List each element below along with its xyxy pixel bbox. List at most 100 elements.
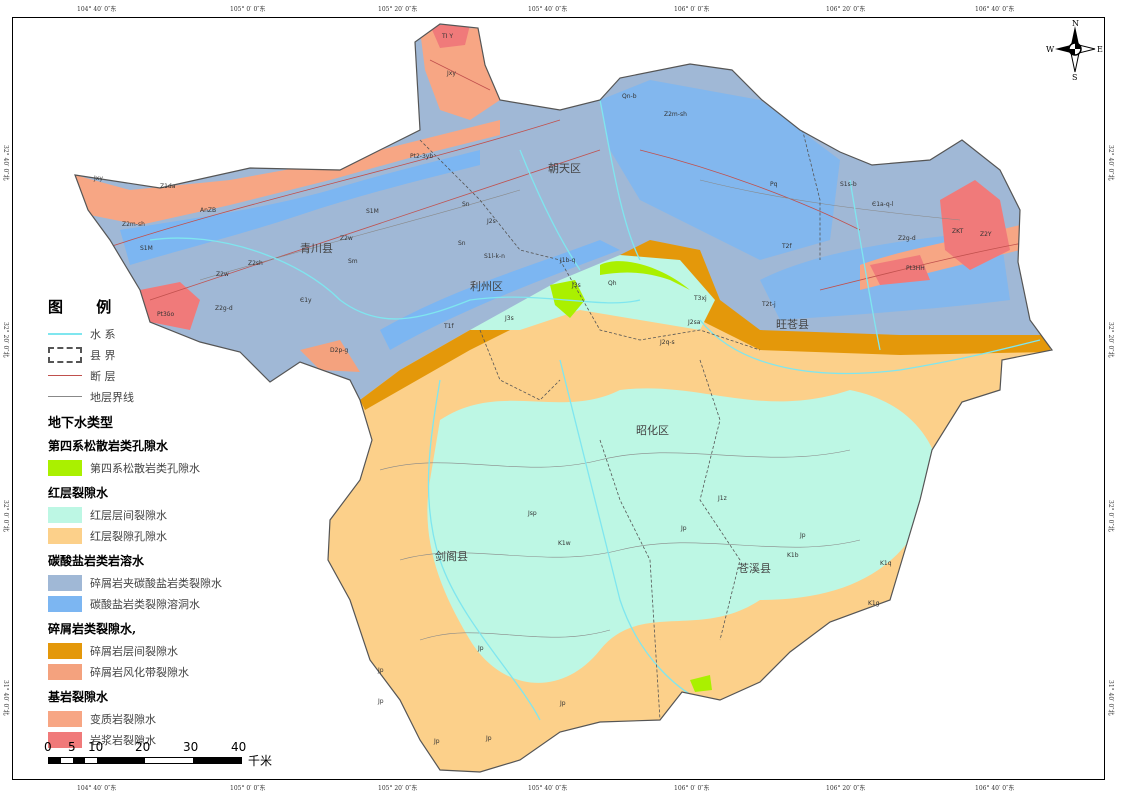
place-label: 朝天区 <box>548 162 581 175</box>
stratum-label: Sm <box>348 258 358 265</box>
river-lines <box>149 99 1041 721</box>
legend-category-title: 碳酸盐岩类岩溶水 <box>48 554 145 568</box>
magmatic-water-area <box>140 282 200 330</box>
stratum-label: T2t-j <box>761 301 776 308</box>
stratum-label: Jp <box>477 645 484 652</box>
legend-swatch <box>48 642 82 659</box>
stratum-label: Jp <box>680 525 687 532</box>
place-label: 苍溪县 <box>738 562 771 575</box>
north-arrow-compass: N S W E <box>1045 18 1105 80</box>
stratum-label: J3s <box>571 282 581 289</box>
bottom-coord: 104° 40′ 0″东 <box>77 785 117 792</box>
legend-label: 碎屑岩风化带裂隙水 <box>90 665 189 679</box>
top-coord: 105° 40′ 0″东 <box>528 6 568 13</box>
stratum-label: Sn <box>462 201 470 208</box>
legend-item: 碎屑岩夹碳酸盐岩类裂隙水 <box>48 572 288 593</box>
magmatic-water-area <box>430 25 470 48</box>
stratum-label: TI Y <box>441 33 453 40</box>
scale-bar: 0 5 10 20 30 40 千米 <box>44 740 284 768</box>
stratum-label: K1q <box>880 560 892 567</box>
stratum-label: Jp <box>799 532 806 539</box>
stratum-label: Є1a-q-l <box>872 201 894 208</box>
stratum-label: S1M <box>366 208 379 215</box>
stratum-label: J1z <box>717 495 727 502</box>
place-labels: 青川县 朝天区 利州区 旺苍县 昭化区 剑阁县 苍溪县 <box>300 162 809 575</box>
stratum-label: J2q-s <box>659 339 675 346</box>
red-layer-interlayer-water-area <box>427 388 941 683</box>
stratum-label: T1f <box>443 323 454 330</box>
legend-swatch <box>48 527 82 544</box>
stratum-label: Jp <box>377 698 384 705</box>
stratum-label: Jp <box>559 700 566 707</box>
bottom-coord: 105° 20′ 0″东 <box>378 785 418 792</box>
magmatic-water-area <box>940 180 1010 270</box>
legend-category-title: 碎屑岩类裂隙水, <box>48 622 137 636</box>
stratum-label: Qn-b <box>622 93 637 100</box>
stratum-label: S1s-b <box>840 181 857 188</box>
carbonate-karst-water-band <box>120 150 480 265</box>
stratum-label: Z2w <box>340 235 353 242</box>
stratum-label: J1b-q <box>559 257 576 264</box>
place-label: 旺苍县 <box>776 318 809 331</box>
legend-item-county: 县 界 <box>48 344 288 365</box>
bottom-coord: 105° 0′ 0″东 <box>230 785 266 792</box>
metamorphic-water-area <box>75 120 500 225</box>
stratum-line-symbol <box>48 396 82 397</box>
stratum-label: T3xj <box>693 295 707 302</box>
legend-swatch <box>48 574 82 591</box>
groundwater-type-title: 地下水类型 <box>48 416 114 431</box>
legend-item: 第四系松散岩类孔隙水 <box>48 457 288 478</box>
legend-swatch <box>48 506 82 523</box>
legend-swatch <box>48 731 82 748</box>
stratum-label: Jp <box>377 667 384 674</box>
legend-label: 岩浆岩裂隙水 <box>90 733 156 747</box>
compass-icon: N S W E <box>1046 19 1103 80</box>
legend-swatch <box>48 595 82 612</box>
carbonate-karst-water-area <box>600 80 840 260</box>
legend-label: 变质岩裂隙水 <box>90 712 156 726</box>
legend-item: 红层层间裂隙水 <box>48 504 288 525</box>
stratum-label: Z2m-sh <box>664 111 687 118</box>
compass-n: N <box>1072 19 1079 28</box>
scale-unit: 千米 <box>248 754 273 768</box>
strata-labels: TI Y Jxy Pt2-3yb Qn-b Z2m-sh Jxy Z1da AnZB Z2m-s… <box>93 33 992 745</box>
stratum-label: J2sa <box>687 319 701 326</box>
scale-tick: 30 <box>183 740 199 754</box>
legend-label: 红层裂隙孔隙水 <box>90 529 167 543</box>
fault-line-symbol <box>48 375 82 376</box>
compass-e: E <box>1097 45 1103 54</box>
compass-w: W <box>1046 45 1055 54</box>
top-coord: 106° 20′ 0″东 <box>826 6 866 13</box>
stratum-label: K1b <box>787 552 799 559</box>
scale-tick: 10 <box>88 740 104 754</box>
stratum-label: K1g <box>868 600 880 607</box>
legend-item: 红层裂隙孔隙水 <box>48 525 288 546</box>
top-coord: 104° 40′ 0″东 <box>77 6 117 13</box>
stratum-label: J3s <box>504 315 514 322</box>
stratum-label: Є1y <box>300 297 312 304</box>
stratum-label: Qh <box>608 280 617 287</box>
scale-tick: 0 <box>44 740 52 754</box>
legend-swatch <box>48 663 82 680</box>
legend-item: 岩浆岩裂隙水 <box>48 729 288 750</box>
map-frame <box>12 17 1105 780</box>
stratum-label: Sn <box>458 240 466 247</box>
stratum-label: Jp <box>485 735 492 742</box>
stratum-label: Z2w <box>216 271 229 278</box>
bottom-coord: 106° 0′ 0″东 <box>674 785 710 792</box>
place-label: 昭化区 <box>636 423 669 437</box>
stratum-label: J2s <box>486 218 496 225</box>
county-boundaries <box>419 119 821 721</box>
stratum-label: Jxy <box>446 70 456 77</box>
stratum-label: K1w <box>558 540 571 547</box>
stratum-label: Jp <box>433 738 440 745</box>
legend-category-title: 基岩裂隙水 <box>48 690 109 704</box>
stratum-label: Pq <box>770 181 778 188</box>
legend-label: 第四系松散岩类孔隙水 <box>90 461 200 475</box>
bottom-coord: 105° 40′ 0″东 <box>528 785 568 792</box>
top-coord: 106° 40′ 0″东 <box>975 6 1015 13</box>
stratum-label: Pt3δo <box>157 311 174 318</box>
scale-segments <box>48 757 242 764</box>
